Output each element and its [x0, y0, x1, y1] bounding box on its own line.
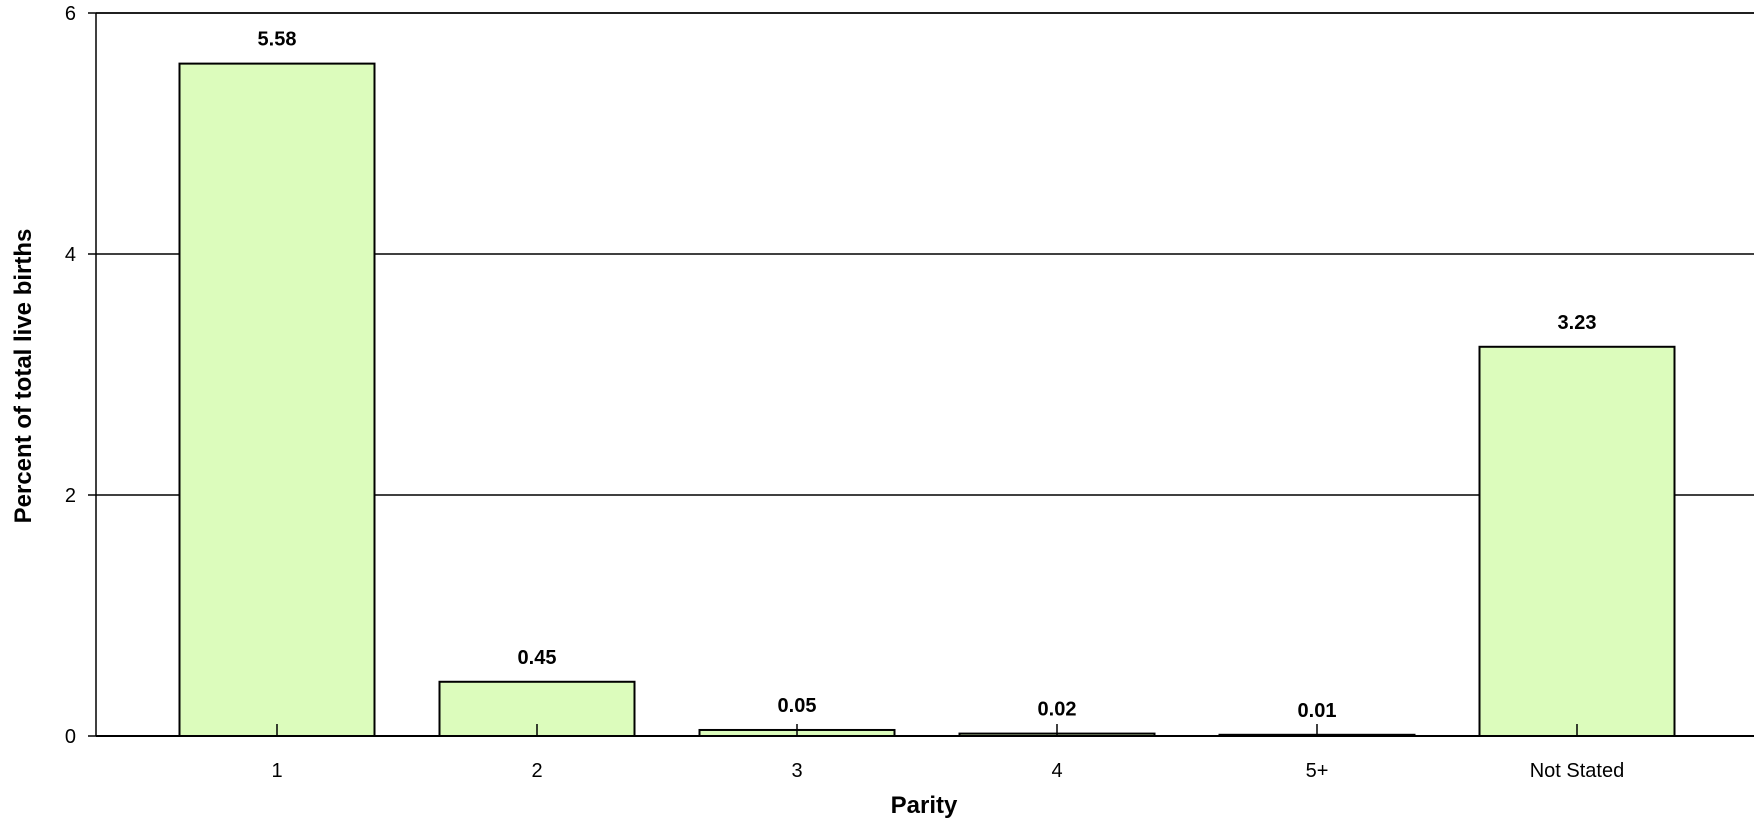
y-tick-label: 4 — [65, 244, 76, 266]
data-label: 0.45 — [518, 647, 557, 669]
axes — [88, 12, 1754, 737]
data-label: 0.02 — [1038, 699, 1077, 721]
x-tick-label: 1 — [271, 760, 282, 782]
x-axis-title: Parity — [891, 792, 958, 819]
bars — [178, 62, 1676, 738]
x-tick-label: Not Stated — [1530, 760, 1625, 782]
x-tick-label: 5+ — [1306, 760, 1329, 782]
y-axis-title: Percent of total live births — [10, 229, 37, 524]
data-label: 5.58 — [258, 29, 297, 51]
data-labels: 5.58 0.45 0.05 0.02 0.01 3.23 — [258, 29, 1597, 722]
x-tick-label: 4 — [1051, 760, 1062, 782]
bar-not-stated — [1478, 345, 1676, 737]
x-tick-label: 2 — [531, 760, 542, 782]
bar-1 — [178, 62, 376, 738]
data-label: 0.01 — [1298, 700, 1337, 722]
data-label: 3.23 — [1558, 312, 1597, 334]
y-tick-label: 2 — [65, 485, 76, 507]
y-tick-labels: 0 2 4 6 — [65, 3, 76, 748]
y-tick-label: 0 — [65, 726, 76, 748]
x-tick-labels: 1 2 3 4 5+ Not Stated — [271, 760, 1624, 782]
x-tick-label: 3 — [791, 760, 802, 782]
y-tick-label: 6 — [65, 3, 76, 25]
data-label: 0.05 — [778, 695, 817, 717]
